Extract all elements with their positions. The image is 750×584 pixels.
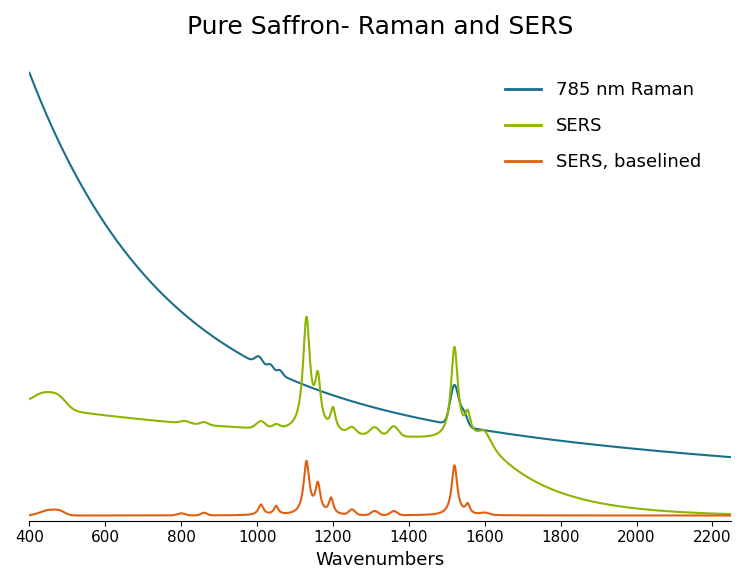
Line: SERS, baselined: SERS, baselined bbox=[29, 461, 731, 516]
SERS, baselined bbox=[727, 512, 736, 519]
785 nm Raman bbox=[535, 434, 544, 442]
SERS bbox=[670, 508, 680, 515]
SERS bbox=[358, 430, 368, 437]
785 nm Raman bbox=[727, 454, 736, 461]
SERS bbox=[727, 510, 736, 517]
SERS bbox=[535, 480, 544, 487]
785 nm Raman bbox=[670, 449, 680, 456]
Line: 785 nm Raman: 785 nm Raman bbox=[29, 73, 731, 457]
785 nm Raman bbox=[320, 389, 328, 396]
SERS, baselined bbox=[706, 512, 715, 519]
SERS, baselined bbox=[25, 512, 34, 519]
SERS bbox=[326, 412, 334, 419]
SERS, baselined bbox=[326, 495, 334, 502]
SERS, baselined bbox=[358, 512, 368, 519]
X-axis label: Wavenumbers: Wavenumbers bbox=[316, 551, 445, 569]
785 nm Raman bbox=[25, 69, 34, 77]
SERS, baselined bbox=[302, 457, 311, 464]
785 nm Raman bbox=[358, 401, 368, 408]
SERS, baselined bbox=[535, 512, 544, 519]
SERS, baselined bbox=[320, 503, 329, 510]
Legend: 785 nm Raman, SERS, SERS, baselined: 785 nm Raman, SERS, SERS, baselined bbox=[498, 74, 709, 178]
785 nm Raman bbox=[326, 391, 334, 398]
SERS bbox=[25, 396, 34, 403]
785 nm Raman bbox=[705, 452, 714, 459]
SERS bbox=[706, 510, 715, 517]
SERS bbox=[302, 313, 311, 320]
Line: SERS: SERS bbox=[29, 317, 731, 514]
SERS bbox=[320, 412, 329, 419]
SERS, baselined bbox=[670, 512, 680, 519]
Title: Pure Saffron- Raman and SERS: Pure Saffron- Raman and SERS bbox=[188, 15, 574, 39]
